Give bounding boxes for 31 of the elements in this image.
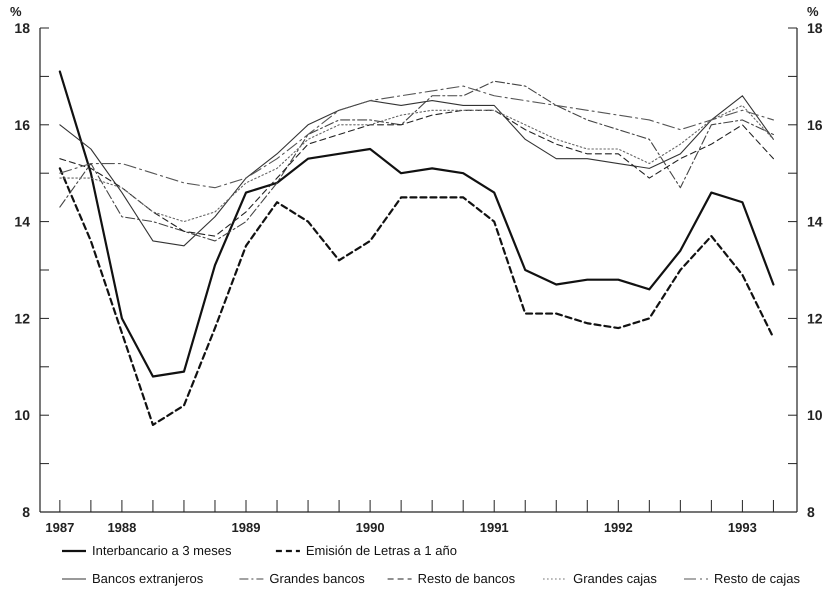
line-series	[58, 70, 775, 378]
y-tick-label: 18	[14, 20, 30, 36]
legend-label: Emisión de Letras a 1 año	[306, 543, 457, 558]
y-tick-label: 8	[22, 504, 30, 520]
x-tick-label: 1991	[480, 520, 509, 535]
y-tick-label: 10	[14, 407, 30, 424]
legend-label: Resto de cajas	[714, 571, 800, 586]
x-tick-label: 1989	[232, 520, 260, 535]
x-tick-label: 1988	[107, 520, 136, 535]
x-tick-label: 1993	[728, 520, 757, 535]
y2-axis-title: %	[807, 4, 819, 19]
y2-tick-label: 12	[807, 310, 823, 326]
y-tick-label: 12	[14, 310, 30, 326]
line-series	[58, 167, 775, 426]
x-tick-label: 1987	[45, 520, 74, 535]
y2-tick-label: 14	[807, 214, 823, 230]
y2-tick-label: 16	[807, 116, 823, 133]
x-tick-label: 1992	[604, 520, 633, 535]
legend-label: Resto de bancos	[418, 571, 516, 586]
x-tick-label: 1990	[356, 520, 385, 535]
legend-label: Grandes cajas	[573, 571, 658, 586]
y2-tick-label: 8	[807, 504, 815, 520]
line-series	[59, 86, 774, 188]
y-tick-label: 14	[14, 214, 30, 230]
legend-label: Interbancario a 3 meses	[92, 543, 232, 558]
y2-tick-label: 18	[807, 20, 823, 36]
legend-label: Grandes bancos	[269, 571, 366, 586]
y2-tick-label: 10	[807, 407, 823, 424]
y-axis-title: %	[10, 4, 22, 19]
legend-label: Bancos extranjeros	[92, 571, 204, 586]
y-tick-label: 16	[14, 116, 30, 133]
